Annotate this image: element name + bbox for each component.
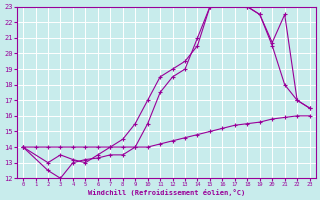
X-axis label: Windchill (Refroidissement éolien,°C): Windchill (Refroidissement éolien,°C)	[88, 189, 245, 196]
